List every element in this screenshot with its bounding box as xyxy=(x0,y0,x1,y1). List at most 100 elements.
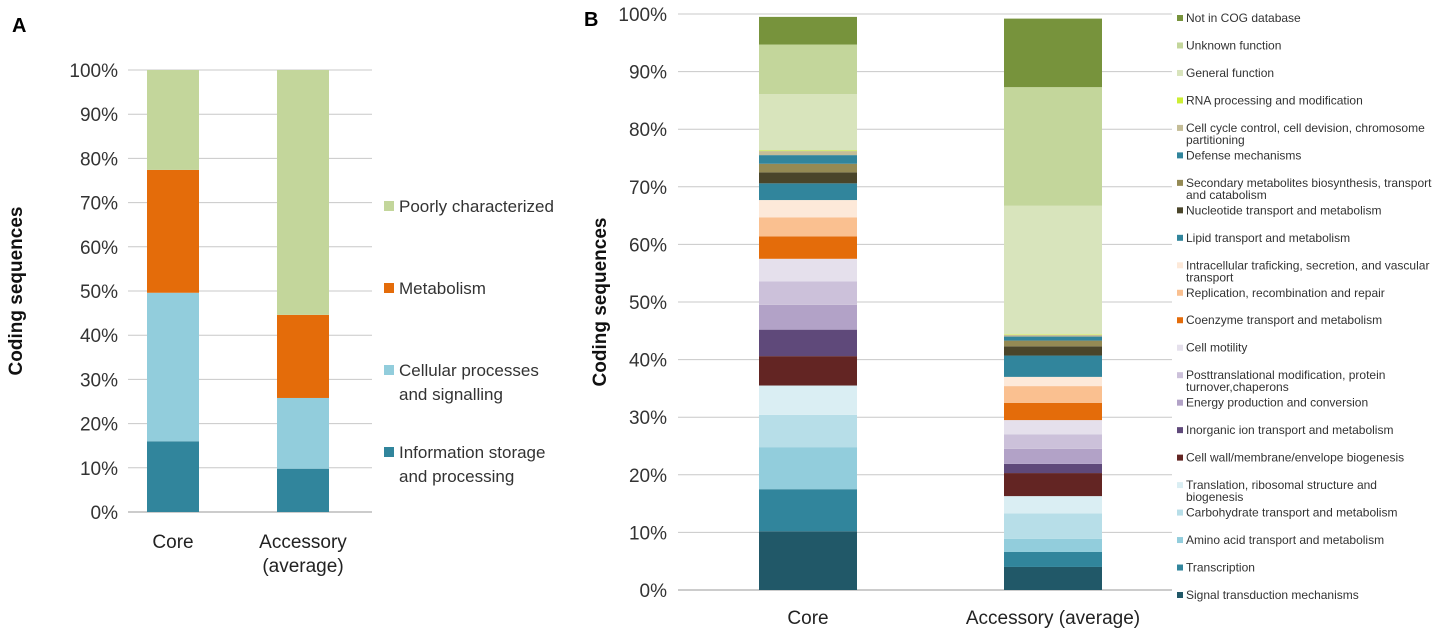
bar-segment xyxy=(759,281,857,305)
bar-segment xyxy=(759,16,857,45)
legend-label: and processing xyxy=(399,467,514,486)
legend-swatch xyxy=(1177,399,1183,406)
y-tick-label: 70% xyxy=(80,194,118,215)
legend-swatch xyxy=(1177,592,1183,598)
y-tick-label: 50% xyxy=(629,293,667,314)
bar-segment xyxy=(147,441,199,512)
legend-swatch xyxy=(1177,537,1183,544)
legend-label: General function xyxy=(1186,66,1274,80)
legend-label: Amino acid transport and metabolism xyxy=(1186,533,1384,547)
panel-label-a: A xyxy=(12,15,26,37)
legend-label: Poorly characterized xyxy=(399,197,554,216)
bar-segment xyxy=(147,169,199,293)
legend-label: transport xyxy=(1186,270,1234,284)
legend-label: and signalling xyxy=(399,385,503,404)
bar-segment xyxy=(759,172,857,184)
y-tick-label: 10% xyxy=(629,523,667,544)
y-tick-label: 10% xyxy=(80,459,118,480)
legend-label: Energy production and conversion xyxy=(1186,396,1368,410)
bar-segment xyxy=(1004,420,1102,435)
bar-segment xyxy=(759,414,857,448)
y-axis-label: Coding sequences xyxy=(6,207,27,376)
bar-segment xyxy=(1004,448,1102,464)
bar-segment xyxy=(759,94,857,151)
bar-segment xyxy=(759,531,857,590)
legend-label: Information storage xyxy=(399,443,545,462)
legend-label: biogenesis xyxy=(1186,490,1243,504)
bar-segment xyxy=(759,236,857,259)
legend-swatch xyxy=(1177,509,1183,516)
y-tick-label: 60% xyxy=(629,235,667,256)
y-tick-label: 20% xyxy=(629,466,667,487)
panel-label-b: B xyxy=(584,9,598,31)
legend-label: Secondary metabolites biosynthesis, tran… xyxy=(1186,176,1432,190)
y-tick-label: 40% xyxy=(629,351,667,372)
legend-label: Posttranslational modification, protein xyxy=(1186,368,1385,382)
legend-swatch xyxy=(1177,15,1183,21)
legend-label: Coenzyme transport and metabolism xyxy=(1186,313,1382,327)
legend-swatch xyxy=(1177,262,1183,269)
legend-swatch xyxy=(1177,69,1183,76)
y-tick-label: 80% xyxy=(629,120,667,141)
legend-swatch xyxy=(384,201,394,211)
y-tick-label: 30% xyxy=(629,408,667,429)
legend-label: Carbohydrate transport and metabolism xyxy=(1186,506,1397,520)
bar-segment xyxy=(1004,463,1102,474)
bar-segment xyxy=(1004,402,1102,421)
y-tick-label: 0% xyxy=(640,581,668,602)
bar-segment xyxy=(759,385,857,415)
bar-segment xyxy=(759,151,857,156)
legend-label: Defense mechanisms xyxy=(1186,148,1301,162)
bar-segment xyxy=(759,329,857,357)
legend-swatch xyxy=(1177,124,1183,131)
panel-b-chart: 0% 10% 20% 30% 40% 50% 60% 70% 80% 90% 100% Coding … xyxy=(590,5,1432,629)
legend-swatch xyxy=(1177,317,1183,324)
bar-segment xyxy=(1004,355,1102,377)
bar-segment xyxy=(759,217,857,237)
y-tick-label: 80% xyxy=(80,149,118,170)
bar-segment xyxy=(1004,566,1102,590)
bar-segment xyxy=(759,447,857,490)
legend-swatch xyxy=(1177,344,1183,351)
legend-label: partitioning xyxy=(1186,133,1245,147)
bar-segment xyxy=(1004,386,1102,403)
y-axis-label: Coding sequences xyxy=(590,218,611,387)
legend-label: Unknown function xyxy=(1186,38,1281,52)
y-tick-label: 60% xyxy=(80,238,118,259)
bar-segment xyxy=(759,258,857,282)
bar-segment xyxy=(759,150,857,152)
legend-label: Transcription xyxy=(1186,561,1255,575)
bar-segment xyxy=(759,200,857,218)
legend-label: Signal transduction mechanisms xyxy=(1186,588,1359,602)
bar-segment xyxy=(1004,346,1102,356)
bar-segment xyxy=(1004,551,1102,567)
legend-swatch xyxy=(1177,427,1183,434)
bar-segment xyxy=(1004,336,1102,341)
category-label: Core xyxy=(152,532,193,553)
bar-segment xyxy=(759,489,857,532)
bar-segment xyxy=(277,397,329,469)
bar-segment xyxy=(1004,513,1102,539)
bar-segment xyxy=(147,70,199,170)
legend-label: and catabolism xyxy=(1186,188,1267,202)
bar-segment xyxy=(759,183,857,201)
legend-label: Translation, ribosomal structure and xyxy=(1186,478,1377,492)
bar-segment xyxy=(1004,87,1102,206)
y-tick-label: 20% xyxy=(80,415,118,436)
category-label: Core xyxy=(787,608,828,629)
legend-swatch xyxy=(1177,97,1183,104)
bar-segment xyxy=(759,44,857,95)
bar-segment xyxy=(1004,434,1102,449)
y-tick-label: 50% xyxy=(80,282,118,303)
bar-segment xyxy=(147,292,199,442)
legend-label: Inorganic ion transport and metabolism xyxy=(1186,423,1393,437)
legend-label: Replication, recombination and repair xyxy=(1186,286,1385,300)
legend-swatch xyxy=(1177,207,1183,214)
legend-swatch xyxy=(1177,289,1183,296)
bar-segment xyxy=(759,304,857,330)
bar-segment xyxy=(1004,205,1102,335)
legend-swatch xyxy=(1177,454,1183,461)
y-tick-label: 90% xyxy=(629,63,667,84)
bar-segment xyxy=(759,155,857,164)
